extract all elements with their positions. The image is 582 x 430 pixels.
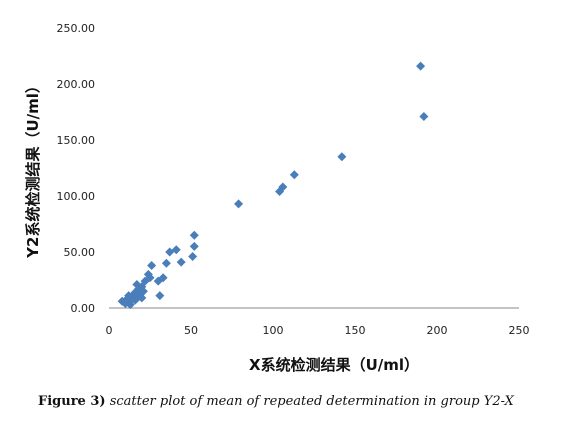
x-axis-title: X系统检测结果（U/ml） <box>249 356 419 374</box>
data-point <box>189 230 199 240</box>
data-points <box>117 61 429 310</box>
x-tick-label: 150 <box>345 324 366 337</box>
y-tick-label: 250.00 <box>57 22 96 35</box>
data-point <box>138 286 148 296</box>
y-tick-label: 100.00 <box>57 190 96 203</box>
data-point <box>158 273 168 283</box>
tick-labels: 0 50 100 150 200 250 0.00 50.00 100.00 150.00 200.… <box>57 22 530 337</box>
data-point <box>337 152 347 162</box>
data-point <box>189 241 199 251</box>
y-tick-label: 50.00 <box>64 246 96 259</box>
data-point <box>161 258 171 268</box>
x-tick-label: 100 <box>263 324 284 337</box>
data-point <box>137 293 147 303</box>
y-tick-label: 200.00 <box>57 78 96 91</box>
data-point <box>234 199 244 209</box>
caption-text: scatter plot of mean of repeated determi… <box>105 394 514 409</box>
x-tick-label: 200 <box>427 324 448 337</box>
data-point <box>416 61 426 71</box>
y-tick-label: 0.00 <box>71 302 96 315</box>
data-point <box>289 170 299 180</box>
data-point <box>155 291 165 301</box>
caption-lead: Figure 3) <box>38 394 106 409</box>
data-point <box>419 111 429 121</box>
scatter-chart: 0 50 100 150 200 250 0.00 50.00 100.00 150.00 200.… <box>24 22 530 374</box>
figure-caption: Figure 3) scatter plot of mean of repeat… <box>38 394 514 409</box>
data-point <box>278 182 288 192</box>
y-axis-title: Y2系统检测结果（U/ml） <box>24 78 42 259</box>
data-point <box>147 260 157 270</box>
x-tick-label: 50 <box>184 324 198 337</box>
x-tick-label: 0 <box>106 324 113 337</box>
data-point <box>145 273 155 283</box>
x-tick-label: 250 <box>509 324 530 337</box>
data-point <box>125 300 135 310</box>
data-point <box>188 251 198 261</box>
data-point <box>176 257 186 267</box>
y-tick-label: 150.00 <box>57 134 96 147</box>
data-point <box>171 245 181 255</box>
